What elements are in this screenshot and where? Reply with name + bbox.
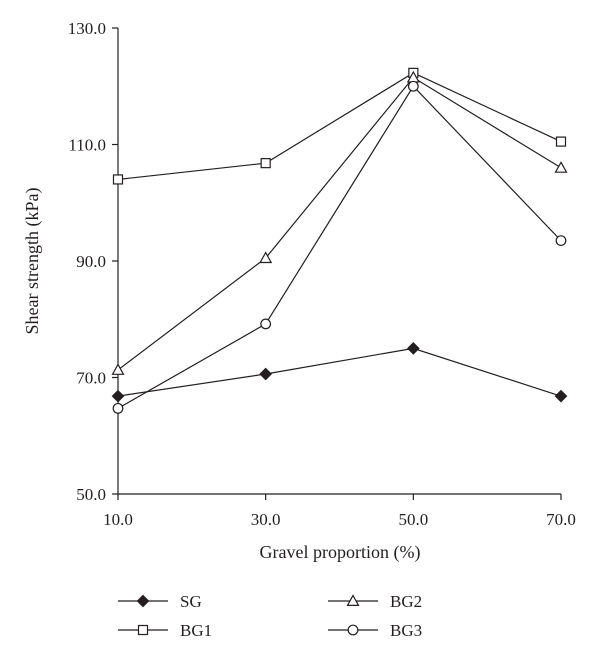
series-sg bbox=[111, 342, 568, 403]
data-point-bg2 bbox=[554, 161, 568, 173]
legend-label: BG3 bbox=[390, 621, 422, 640]
x-axis-title: Gravel proportion (%) bbox=[260, 542, 421, 563]
data-point-sg bbox=[111, 389, 125, 403]
data-point-bg3 bbox=[555, 235, 567, 247]
series-line-sg bbox=[117, 347, 562, 397]
y-tick-label: 110.0 bbox=[68, 136, 106, 155]
legend-item-sg: SG bbox=[118, 592, 202, 611]
data-point-bg2 bbox=[259, 251, 273, 264]
x-tick-label: 30.0 bbox=[251, 510, 281, 529]
series-line-bg2 bbox=[117, 76, 562, 371]
data-point-bg3 bbox=[407, 80, 419, 92]
legend-marker-bg1 bbox=[137, 624, 149, 636]
x-axis-ticks: 10.0 30.0 50.0 70.0 bbox=[103, 494, 576, 529]
legend-label: BG1 bbox=[180, 621, 212, 640]
data-point-bg1 bbox=[555, 136, 567, 147]
series-bg3 bbox=[112, 80, 567, 414]
y-tick-label: 130.0 bbox=[68, 19, 106, 38]
data-point-sg bbox=[554, 389, 568, 403]
data-point-sg bbox=[406, 342, 420, 355]
series-bg2 bbox=[111, 70, 568, 375]
data-point-bg1 bbox=[260, 158, 271, 169]
data-point-sg bbox=[259, 367, 273, 381]
x-tick-label: 50.0 bbox=[398, 510, 428, 529]
legend: SG BG1 BG2 BG3 bbox=[118, 592, 422, 640]
y-axis-title: Shear strength (kPa) bbox=[22, 188, 43, 335]
legend-label: SG bbox=[180, 592, 202, 611]
axes bbox=[117, 28, 561, 495]
series-bg1 bbox=[112, 67, 567, 185]
legend-marker-sg bbox=[136, 594, 150, 608]
y-tick-label: 90.0 bbox=[76, 252, 106, 271]
y-tick-label: 70.0 bbox=[76, 369, 106, 388]
x-tick-label: 70.0 bbox=[546, 510, 576, 529]
y-axis-ticks: 50.0 70.0 90.0 110.0 130.0 bbox=[68, 19, 118, 504]
legend-item-bg2: BG2 bbox=[328, 592, 422, 611]
series-line-bg1 bbox=[117, 72, 562, 181]
legend-item-bg1: BG1 bbox=[118, 621, 212, 640]
data-point-bg2 bbox=[111, 363, 125, 375]
series-layer bbox=[111, 67, 568, 414]
legend-marker-bg3 bbox=[347, 624, 359, 636]
legend-marker-bg2 bbox=[346, 594, 360, 607]
legend-item-bg3: BG3 bbox=[328, 621, 422, 640]
series-line-bg3 bbox=[117, 85, 562, 409]
y-tick-label: 50.0 bbox=[76, 485, 106, 504]
data-point-bg1 bbox=[112, 174, 124, 185]
data-point-bg3 bbox=[112, 402, 124, 414]
x-tick-label: 10.0 bbox=[103, 510, 133, 529]
data-point-bg3 bbox=[260, 318, 272, 330]
legend-label: BG2 bbox=[390, 592, 422, 611]
